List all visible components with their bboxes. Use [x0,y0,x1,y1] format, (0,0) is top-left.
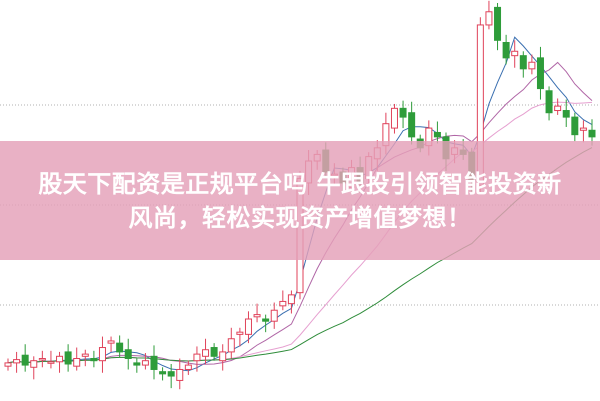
candle-body [47,361,55,364]
candle-body [588,129,596,138]
candle-body [219,351,227,362]
candle-body [485,11,493,26]
candle-body [64,351,72,365]
candle-body [287,294,295,305]
candle-body [502,42,510,59]
candle-body [433,131,441,138]
candle-body [107,340,115,344]
candle-body [133,362,141,366]
candle-body [554,105,562,112]
candle-body [124,349,132,360]
candle-body [545,90,553,114]
candle-body [98,347,106,362]
candle-body [202,349,210,357]
candle-body [579,127,587,131]
candle-body [511,50,519,57]
candle-body [236,331,244,335]
candle-body [270,309,278,322]
candle-body [253,314,261,318]
candle-body [13,359,21,364]
headline-banner: 股天下配资是正规平台吗 牛跟投引领智能投资新 风尚，轻松实现资产增值梦想！ [0,141,600,260]
candle-body [399,107,407,118]
candle-body [262,318,270,322]
candle-body [390,107,398,129]
headline-line-2: 风尚，轻松实现资产增值梦想！ [128,203,472,232]
headline-line-1: 股天下配资是正规平台吗 牛跟投引领智能投资新 [38,169,562,198]
candle-body [562,110,570,118]
candle-body [141,360,149,366]
candle-body [30,360,38,368]
candle-body [528,61,536,70]
candle-body [184,364,192,370]
candle-body [116,342,124,353]
candle-body [519,55,527,70]
candle-body [81,353,89,357]
candle-body [38,358,46,361]
candle-body [150,355,158,370]
candle-body [56,355,64,363]
candle-body [210,347,218,357]
candle-body [193,353,201,362]
candle-body [244,318,252,335]
candle-body [21,354,29,366]
candle-body [4,362,12,367]
candle-body [176,368,184,381]
candle-body [279,300,287,307]
candle-body [571,116,579,136]
candle-body [73,358,81,367]
candle-body [536,57,544,90]
candle-body [90,358,98,362]
candle-body [408,112,416,138]
candle-body [227,338,235,353]
candle-body [494,6,502,41]
candle-body [167,371,175,377]
candle-body [159,371,167,375]
